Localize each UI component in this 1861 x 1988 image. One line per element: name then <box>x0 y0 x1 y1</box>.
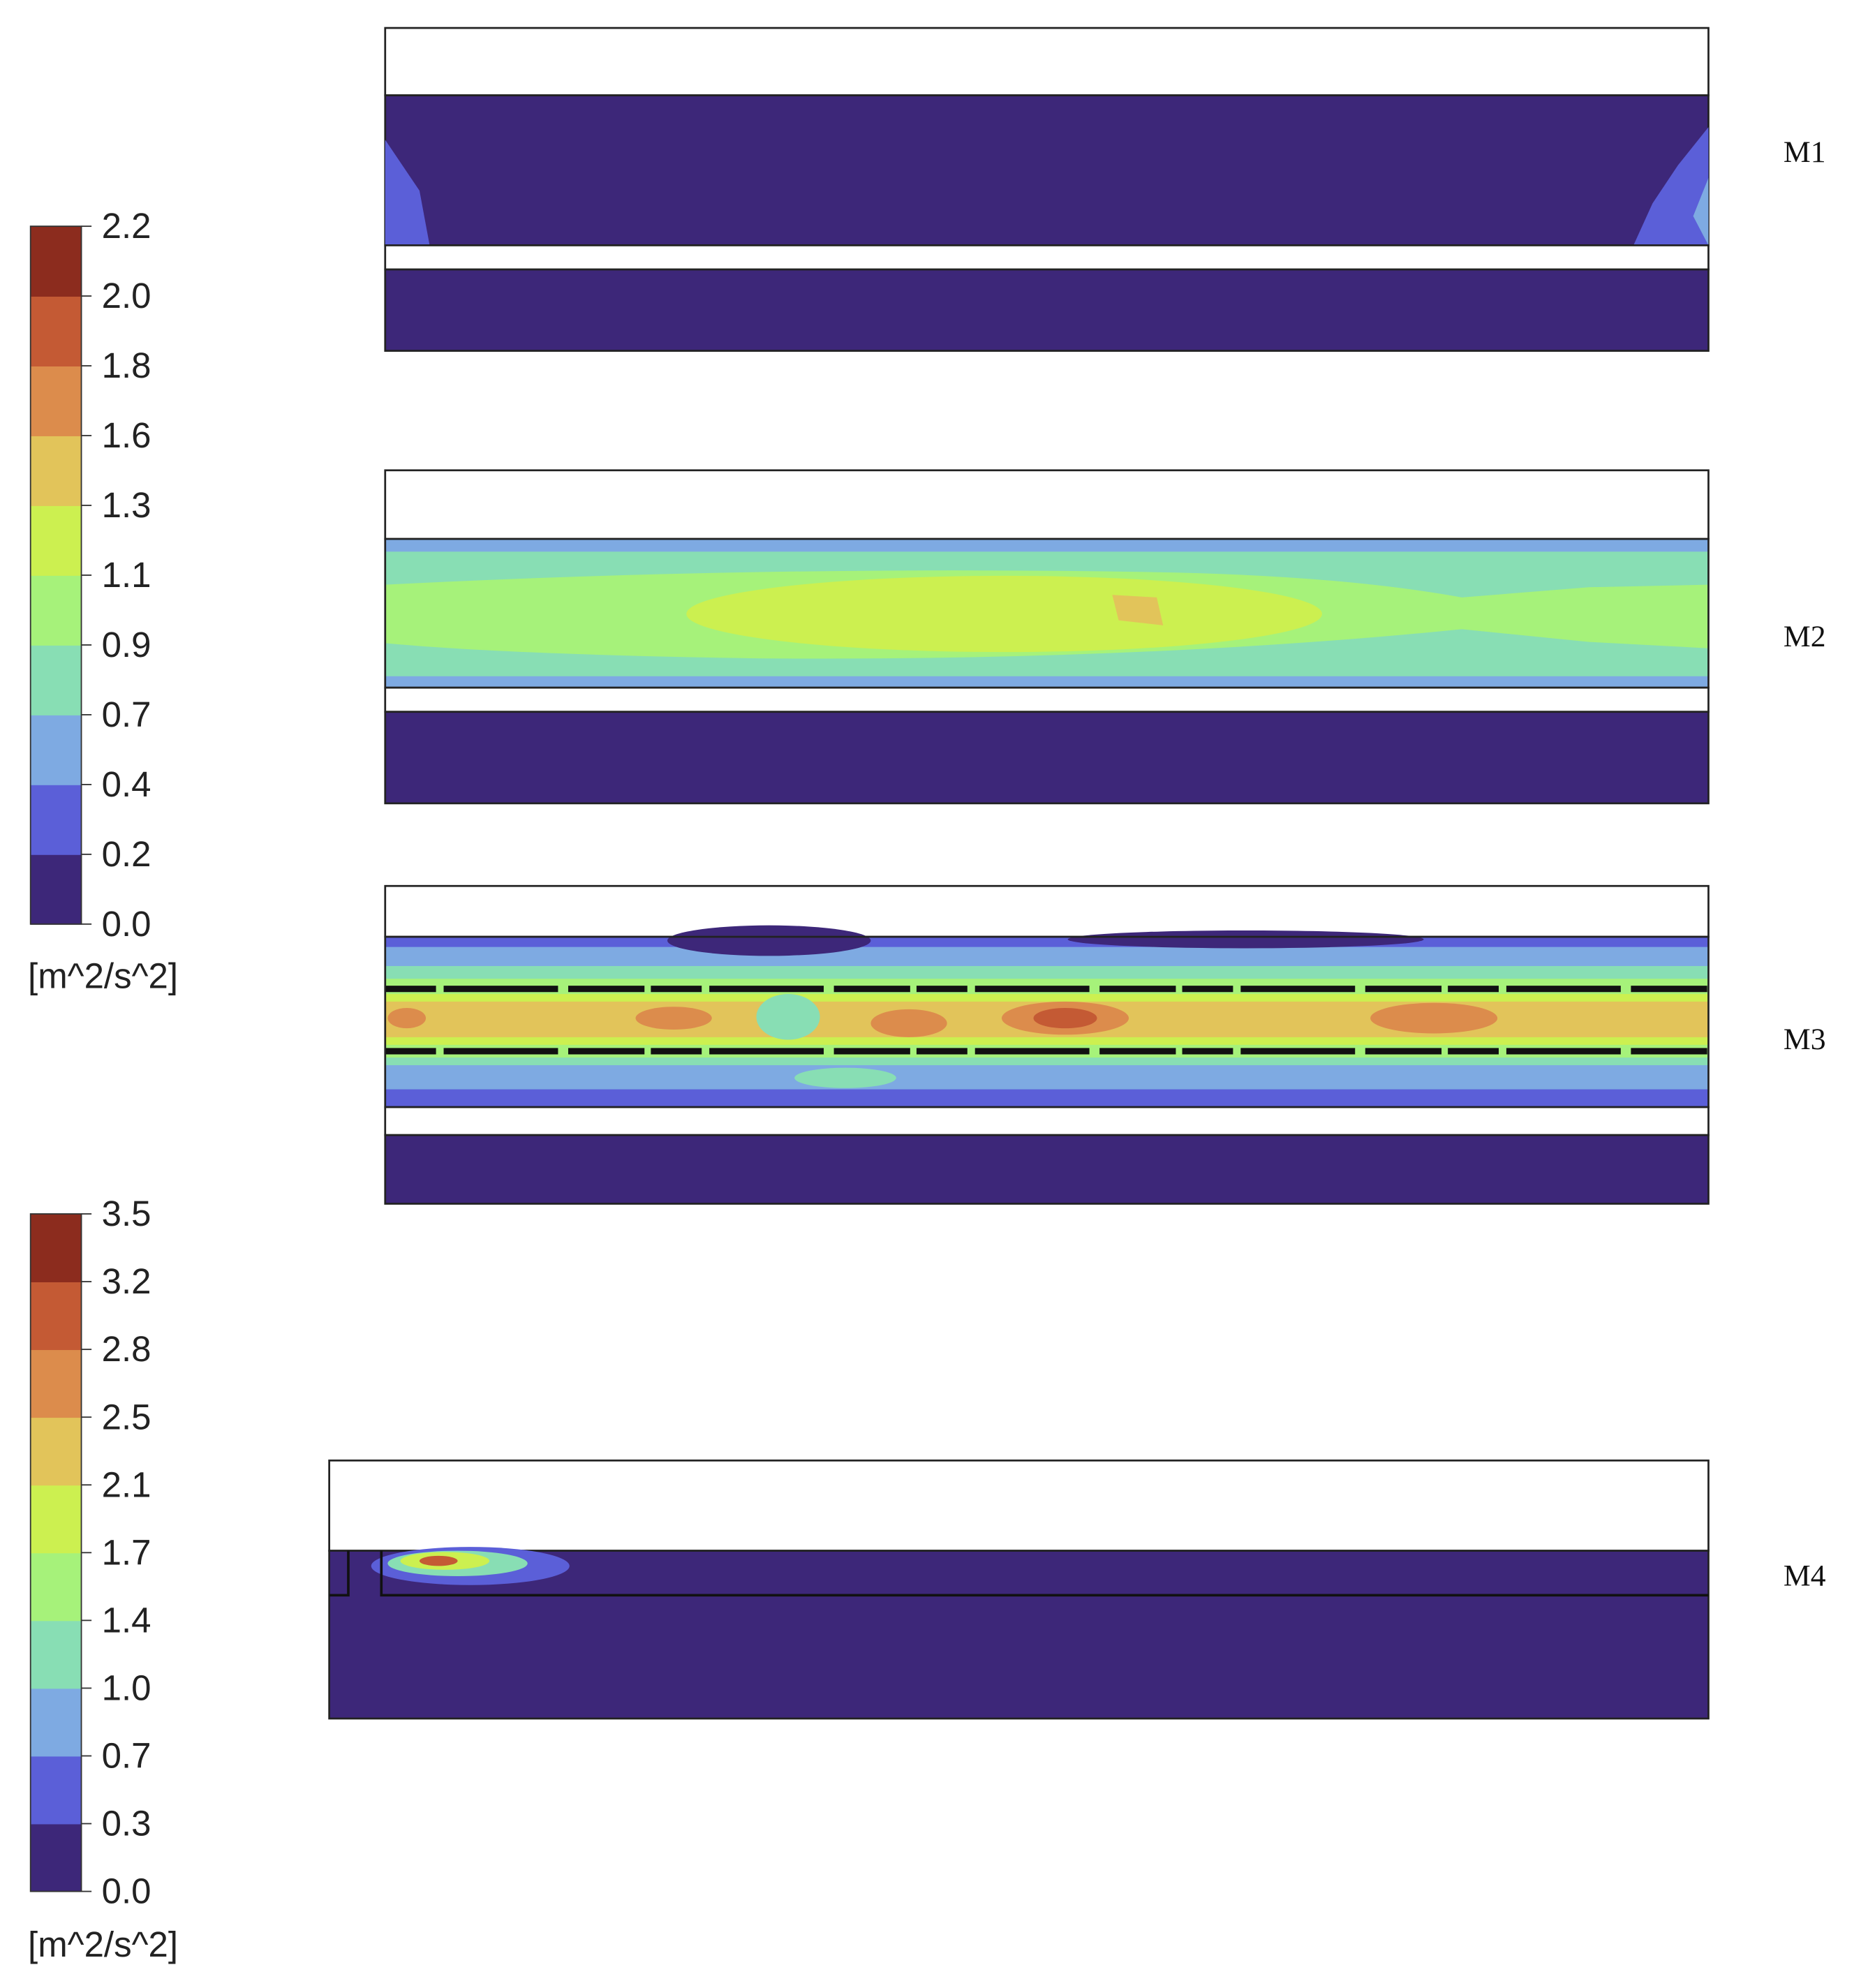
panel-label: M1 <box>1784 135 1826 169</box>
colorbar-label: 0.7 <box>102 695 151 734</box>
colorbar-band <box>30 1349 82 1418</box>
colorbar-band <box>30 226 82 297</box>
panel-m2 <box>384 469 1710 805</box>
colorbar-label: 2.0 <box>102 276 151 316</box>
colorbar-label: 1.1 <box>102 555 151 595</box>
panel-m4 <box>328 1459 1710 1720</box>
colorbar-label: 0.7 <box>102 1736 151 1776</box>
colorbar-label: 1.7 <box>102 1532 151 1572</box>
colorbar-band <box>30 366 82 436</box>
colorbar-label: 0.0 <box>102 1871 151 1911</box>
colorbar-band <box>30 1756 82 1825</box>
panel-label: M4 <box>1784 1559 1826 1593</box>
colorbar-band <box>30 296 82 366</box>
colorbar-label: 1.8 <box>102 346 151 385</box>
colorbar-label: 0.2 <box>102 834 151 874</box>
colorbar-band <box>30 505 82 576</box>
panel-m3 <box>384 884 1710 1205</box>
colorbar-label: 3.5 <box>102 1194 151 1233</box>
colorbars: 2.2 2.0 1.8 1.6 1.3 1.1 0.9 0.7 0.4 0.2 0.0 [m^2/s^… <box>28 206 178 1964</box>
colorbar-band <box>30 644 82 715</box>
colorbar-label: 2.5 <box>102 1397 151 1437</box>
colorbar-unit: [m^2/s^2] <box>28 1924 178 1964</box>
colorbar-label: 0.0 <box>102 904 151 944</box>
colorbar-band <box>30 1417 82 1486</box>
colorbar-label: 2.1 <box>102 1464 151 1504</box>
colorbar-label: 0.4 <box>102 764 151 804</box>
panel-m1 <box>384 27 1710 352</box>
colorbar-label: 3.2 <box>102 1261 151 1301</box>
colorbar-band <box>30 854 82 925</box>
colorbar-band <box>30 1485 82 1554</box>
colorbar-band <box>30 1214 82 1282</box>
colorbar-band <box>30 1282 82 1351</box>
colorbar-band <box>30 1688 82 1757</box>
panel-label: M2 <box>1784 620 1826 653</box>
colorbar-label: 2.2 <box>102 206 151 246</box>
colorbar-band <box>30 714 82 785</box>
colorbar-label: 1.4 <box>102 1600 151 1640</box>
colorbar-label: 1.0 <box>102 1668 151 1708</box>
colorbar-band <box>30 436 82 506</box>
colorbar-band <box>30 574 82 646</box>
colorbar-label: 0.9 <box>102 625 151 665</box>
colorbar-band <box>30 784 82 855</box>
colorbar-band <box>30 1620 82 1689</box>
colorbar-label: 0.3 <box>102 1804 151 1844</box>
colorbar-band <box>30 1823 82 1892</box>
colorbar-label: 1.3 <box>102 485 151 525</box>
colorbar-unit: [m^2/s^2] <box>28 956 178 996</box>
colorbar-label: 1.6 <box>102 415 151 455</box>
panel-label: M3 <box>1784 1023 1826 1056</box>
colorbar-band <box>30 1552 82 1622</box>
colorbar-label: 2.8 <box>102 1329 151 1369</box>
